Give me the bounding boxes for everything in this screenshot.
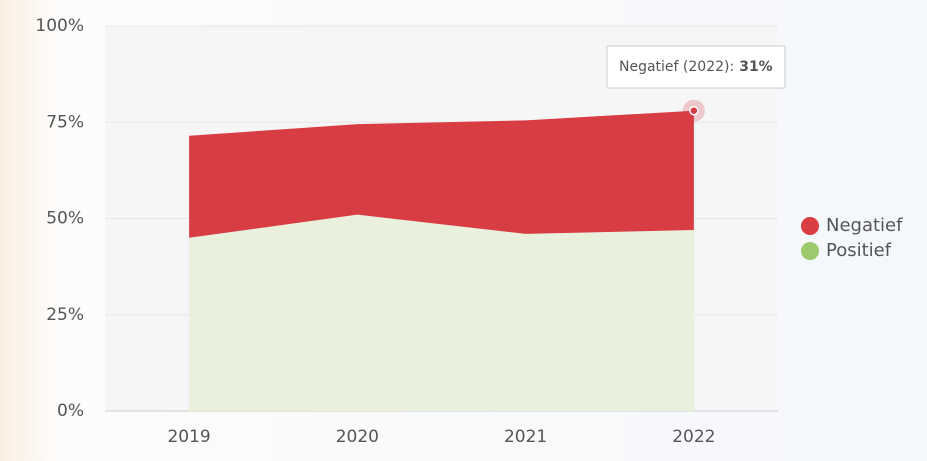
y-tick-label: 25% [46,305,84,325]
x-tick-label: 2019 [167,427,210,447]
point-marker [689,105,699,116]
x-tick-label: 2021 [504,427,547,447]
legend-label: Positief [826,240,892,261]
tooltip-value: 31% [739,59,773,75]
tooltip-box [606,45,786,89]
tooltip-label: Negatief (2022): [619,59,734,75]
legend-marker [801,217,819,235]
y-tick-label: 50% [46,209,84,229]
legend-marker [801,242,819,260]
y-tick-label: 75% [46,112,84,132]
area [189,110,694,238]
legend-label: Negatief [826,215,903,236]
y-tick-label: 0% [57,401,84,421]
x-tick-label: 2020 [336,427,379,447]
tooltip-text: Negatief (2022): 31% [619,59,773,75]
x-tick-label: 2022 [672,427,715,447]
y-tick-label: 100% [35,16,84,36]
area [189,214,694,411]
